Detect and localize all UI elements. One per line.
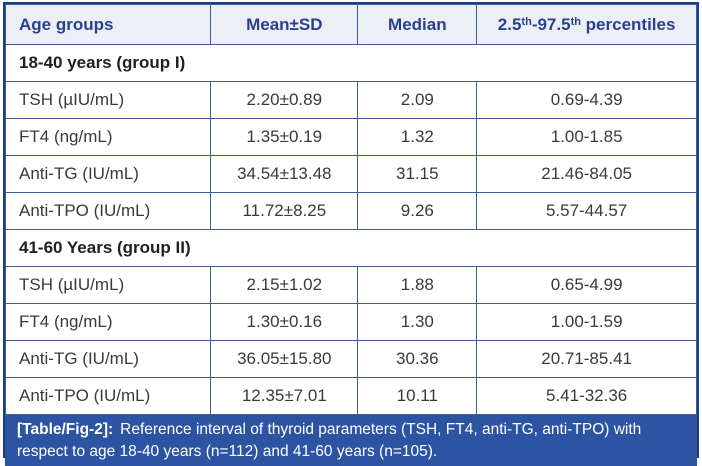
param-cell: Anti-TPO (IU/mL) xyxy=(4,377,212,415)
median-cell: 2.09 xyxy=(357,81,478,119)
table-row: Anti-TG (IU/mL) 34.54±13.48 31.15 21.46-… xyxy=(4,155,697,193)
percentiles-cell: 0.65-4.99 xyxy=(476,266,697,304)
param-cell: Anti-TPO (IU/mL) xyxy=(4,192,212,230)
mean-sd-cell: 34.54±13.48 xyxy=(210,155,359,193)
percentile-value-2: -97.5 xyxy=(531,14,571,34)
section-title-group1: 18-40 years (group I) xyxy=(5,44,697,82)
section-row-group2: 41-60 Years (group II) xyxy=(5,229,697,267)
percentiles-cell: 1.00-1.59 xyxy=(476,303,697,341)
table-row: Anti-TG (IU/mL) 36.05±15.80 30.36 20.71-… xyxy=(4,340,697,378)
figure-caption: [Table/Fig-2]: Reference interval of thyr… xyxy=(5,415,697,466)
mean-sd-cell: 2.15±1.02 xyxy=(210,266,359,304)
header-age-groups: Age groups xyxy=(4,4,212,45)
percentile-value-1: 2.5 xyxy=(497,14,522,34)
table-row: FT4 (ng/mL) 1.30±0.16 1.30 1.00-1.59 xyxy=(4,303,697,341)
median-cell: 1.30 xyxy=(357,303,478,341)
percentiles-cell: 5.57-44.57 xyxy=(476,192,697,230)
param-cell: FT4 (ng/mL) xyxy=(4,118,212,156)
mean-sd-cell: 36.05±15.80 xyxy=(210,340,359,378)
median-cell: 9.26 xyxy=(357,192,478,230)
percentiles-cell: 20.71-85.41 xyxy=(476,340,697,378)
median-cell: 31.15 xyxy=(357,155,478,193)
param-cell: TSH (µIU/mL) xyxy=(4,266,212,304)
median-cell: 1.32 xyxy=(357,118,478,156)
header-row: Age groups Mean±SD Median 2.5th-97.5th p… xyxy=(4,4,697,45)
mean-sd-cell: 1.35±0.19 xyxy=(210,118,359,156)
param-cell: TSH (µIU/mL) xyxy=(4,81,212,119)
percentiles-cell: 0.69-4.39 xyxy=(476,81,697,119)
section-title-group2: 41-60 Years (group II) xyxy=(5,229,697,267)
mean-sd-cell: 2.20±0.89 xyxy=(210,81,359,119)
header-median: Median xyxy=(357,4,478,45)
table-row: Anti-TPO (IU/mL) 12.35±7.01 10.11 5.41-3… xyxy=(4,377,697,415)
table-figure: Age groups Mean±SD Median 2.5th-97.5th p… xyxy=(3,2,699,466)
percentiles-cell: 5.41-32.36 xyxy=(476,377,697,415)
percentiles-cell: 21.46-84.05 xyxy=(476,155,697,193)
median-cell: 10.11 xyxy=(357,377,478,415)
header-mean-sd: Mean±SD xyxy=(210,4,359,45)
percentiles-cell: 1.00-1.85 xyxy=(476,118,697,156)
caption-text: Reference interval of thyroid parameters… xyxy=(17,421,642,460)
table-row: TSH (µIU/mL) 2.20±0.89 2.09 0.69-4.39 xyxy=(4,81,697,119)
mean-sd-cell: 12.35±7.01 xyxy=(210,377,359,415)
table-row: Anti-TPO (IU/mL) 11.72±8.25 9.26 5.57-44… xyxy=(4,192,697,230)
percentile-sup-1: th xyxy=(521,15,532,28)
percentile-label: percentiles xyxy=(580,14,676,34)
caption-label: [Table/Fig-2]: xyxy=(17,421,114,438)
median-cell: 30.36 xyxy=(357,340,478,378)
median-cell: 1.88 xyxy=(357,266,478,304)
header-percentiles: 2.5th-97.5th percentiles xyxy=(476,4,697,45)
reference-interval-table: Age groups Mean±SD Median 2.5th-97.5th p… xyxy=(4,4,697,415)
mean-sd-cell: 1.30±0.16 xyxy=(210,303,359,341)
param-cell: FT4 (ng/mL) xyxy=(4,303,212,341)
param-cell: Anti-TG (IU/mL) xyxy=(4,340,212,378)
section-row-group1: 18-40 years (group I) xyxy=(5,44,697,82)
table-row: TSH (µIU/mL) 2.15±1.02 1.88 0.65-4.99 xyxy=(4,266,697,304)
table-row: FT4 (ng/mL) 1.35±0.19 1.32 1.00-1.85 xyxy=(4,118,697,156)
mean-sd-cell: 11.72±8.25 xyxy=(210,192,359,230)
percentile-sup-2: th xyxy=(570,15,581,28)
param-cell: Anti-TG (IU/mL) xyxy=(4,155,212,193)
